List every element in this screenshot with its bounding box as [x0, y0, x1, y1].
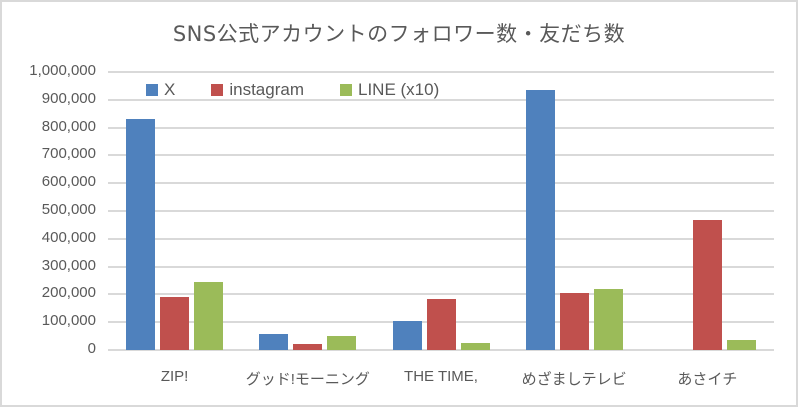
gridline [108, 293, 774, 296]
gridline [108, 71, 774, 73]
y-tick-label: 300,000 [41, 256, 96, 274]
bar-instagram-4 [692, 219, 722, 350]
bar-x-1 [259, 333, 289, 350]
bar-instagram-0 [160, 297, 190, 350]
x-category-label: ZIP! [160, 368, 189, 385]
y-tick-label: 100,000 [41, 312, 96, 330]
gridline [108, 265, 774, 268]
legend-item: LINE (x10) [339, 80, 440, 100]
legend-swatch-icon [339, 84, 352, 96]
bar-line-x10--0 [194, 281, 224, 350]
legend-label: X [164, 80, 176, 99]
gridline [108, 182, 774, 185]
bar-line-x10--4 [726, 340, 756, 350]
x-category-label: THE TIME, [404, 368, 478, 385]
bar-x-3 [525, 90, 555, 350]
gridline [108, 98, 774, 101]
legend-item: instagram [211, 80, 304, 100]
bar-x-0 [126, 119, 156, 350]
bar-instagram-1 [293, 343, 323, 350]
bar-x-2 [392, 320, 422, 350]
y-tick-label: 1,000,000 [29, 62, 96, 79]
bar-instagram-3 [559, 293, 589, 350]
y-tick-label: 600,000 [41, 173, 96, 191]
x-category-label: めざましテレビ [521, 371, 627, 388]
y-tick-label: 500,000 [41, 201, 96, 218]
y-tick-label: 800,000 [41, 117, 96, 135]
legend-label: instagram [229, 80, 304, 99]
bar-line-x10--2 [460, 343, 490, 350]
legend-item: X [146, 80, 175, 100]
y-tick-label: 200,000 [41, 284, 96, 302]
y-tick-label: 0 [87, 340, 96, 357]
gridline [108, 237, 774, 240]
gridline [108, 154, 774, 157]
y-tick-label: 400,000 [41, 228, 96, 246]
gridline [108, 126, 774, 129]
bar-line-x10--1 [327, 336, 357, 350]
legend-swatch-icon [211, 84, 224, 96]
gridline [108, 210, 774, 212]
x-category-label: グッド!モーニング [245, 371, 370, 388]
y-tick-label: 700,000 [41, 145, 96, 163]
legend-label: LINE (x10) [357, 80, 440, 99]
gridline [108, 349, 774, 351]
legend-swatch-icon [146, 84, 158, 96]
x-category-label: あさイチ [677, 371, 738, 388]
y-tick-label: 900,000 [41, 89, 96, 107]
bar-instagram-2 [426, 298, 456, 350]
bar-line-x10--3 [593, 288, 623, 350]
chart-title: SNS公式アカウントのフォロワー数・友だち数 [172, 22, 626, 46]
